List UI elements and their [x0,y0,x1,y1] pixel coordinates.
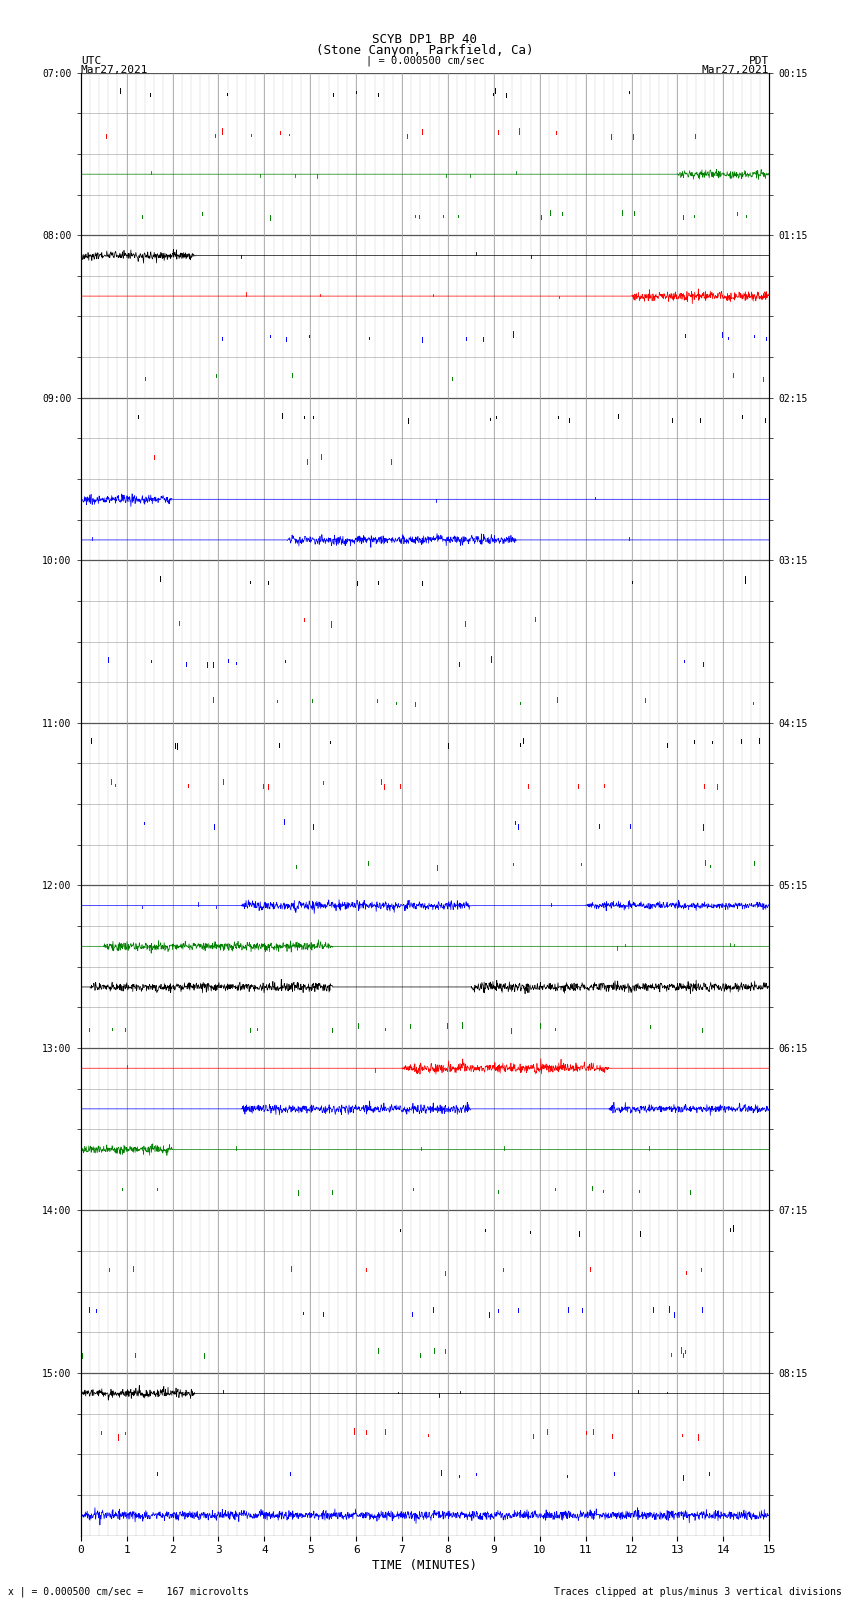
Text: Traces clipped at plus/minus 3 vertical divisions: Traces clipped at plus/minus 3 vertical … [553,1587,842,1597]
Text: SCYB DP1 BP 40: SCYB DP1 BP 40 [372,32,478,47]
Text: Mar27,2021: Mar27,2021 [81,65,148,76]
Text: (Stone Canyon, Parkfield, Ca): (Stone Canyon, Parkfield, Ca) [316,44,534,58]
Text: x | = 0.000500 cm/sec =    167 microvolts: x | = 0.000500 cm/sec = 167 microvolts [8,1586,249,1597]
Text: | = 0.000500 cm/sec: | = 0.000500 cm/sec [366,56,484,66]
Text: Mar27,2021: Mar27,2021 [702,65,769,76]
Text: PDT: PDT [749,56,769,66]
X-axis label: TIME (MINUTES): TIME (MINUTES) [372,1560,478,1573]
Text: UTC: UTC [81,56,101,66]
